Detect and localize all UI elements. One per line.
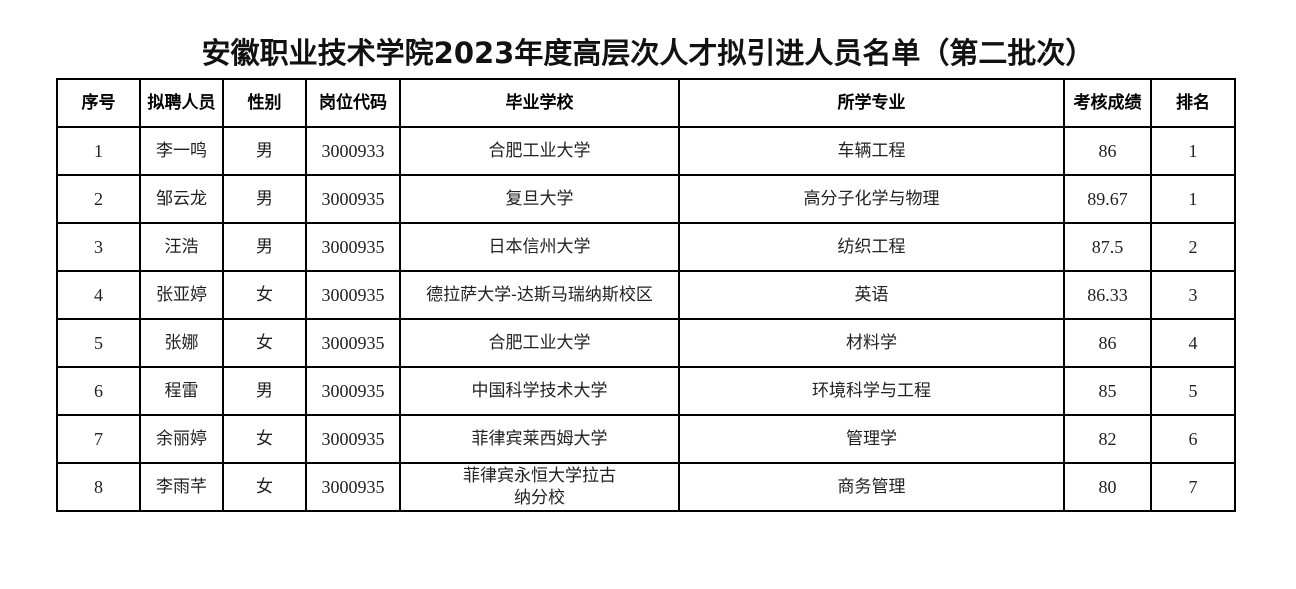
cell-school: 菲律宾莱西姆大学: [399, 414, 680, 464]
cell-major: 管理学: [678, 414, 1065, 464]
cell-index: 7: [56, 414, 141, 464]
cell-score: 87.5: [1063, 222, 1152, 272]
cell-rank: 3: [1150, 270, 1236, 320]
cell-name: 李雨芊: [139, 462, 224, 512]
cell-name: 张亚婷: [139, 270, 224, 320]
header-rank: 排名: [1150, 78, 1236, 128]
cell-index: 2: [56, 174, 141, 224]
cell-post-code: 3000935: [305, 318, 401, 368]
cell-gender: 女: [222, 462, 307, 512]
cell-rank: 1: [1150, 126, 1236, 176]
cell-major: 材料学: [678, 318, 1065, 368]
table-row: 1 李一鸣男 3000933 合肥工业大学 车辆工程 86 1: [56, 126, 1236, 176]
table-row: 3 汪浩男 3000935 日本信州大学 纺织工程 87.5 2: [56, 222, 1236, 272]
cell-index: 3: [56, 222, 141, 272]
cell-school: 德拉萨大学-达斯马瑞纳斯校区: [399, 270, 680, 320]
cell-name: 张娜: [139, 318, 224, 368]
cell-major: 环境科学与工程: [678, 366, 1065, 416]
cell-index: 4: [56, 270, 141, 320]
cell-post-code: 3000933: [305, 126, 401, 176]
cell-name: 余丽婷: [139, 414, 224, 464]
cell-rank: 7: [1150, 462, 1236, 512]
cell-index: 6: [56, 366, 141, 416]
header-score: 考核成绩: [1063, 78, 1152, 128]
cell-rank: 1: [1150, 174, 1236, 224]
cell-score: 89.67: [1063, 174, 1152, 224]
cell-score: 80: [1063, 462, 1152, 512]
cell-major: 车辆工程: [678, 126, 1065, 176]
cell-school: 合肥工业大学: [399, 126, 680, 176]
cell-major: 高分子化学与物理: [678, 174, 1065, 224]
cell-gender: 女: [222, 414, 307, 464]
cell-gender: 男: [222, 222, 307, 272]
cell-score: 86: [1063, 318, 1152, 368]
cell-rank: 4: [1150, 318, 1236, 368]
cell-school: 中国科学技术大学: [399, 366, 680, 416]
cell-gender: 男: [222, 366, 307, 416]
cell-gender: 女: [222, 318, 307, 368]
cell-school: 菲律宾永恒大学拉古纳分校: [399, 462, 680, 512]
document-title: 安徽职业技术学院2023年度高层次人才拟引进人员名单（第二批次）: [201, 36, 1095, 70]
cell-gender: 男: [222, 174, 307, 224]
cell-name: 汪浩: [139, 222, 224, 272]
table-row: 5 张娜女 3000935 合肥工业大学 材料学 86 4: [56, 318, 1236, 368]
cell-name: 邹云龙: [139, 174, 224, 224]
cell-index: 1: [56, 126, 141, 176]
cell-post-code: 3000935: [305, 174, 401, 224]
cell-score: 86.33: [1063, 270, 1152, 320]
cell-school: 复旦大学: [399, 174, 680, 224]
table-header-row: 序号 拟聘人员 性别 岗位代码 毕业学校 所学专业 考核成绩 排名: [56, 78, 1236, 128]
cell-rank: 5: [1150, 366, 1236, 416]
cell-gender: 男: [222, 126, 307, 176]
table-row: 7 余丽婷女 3000935 菲律宾莱西姆大学 管理学 82 6: [56, 414, 1236, 464]
cell-name: 李一鸣: [139, 126, 224, 176]
cell-score: 86: [1063, 126, 1152, 176]
table-row: 2 邹云龙男 3000935 复旦大学 高分子化学与物理 89.67 1: [56, 174, 1236, 224]
cell-score: 82: [1063, 414, 1152, 464]
cell-name: 程雷: [139, 366, 224, 416]
header-post-code: 岗位代码: [305, 78, 401, 128]
header-gender: 性别: [222, 78, 307, 128]
header-name: 拟聘人员: [139, 78, 224, 128]
cell-post-code: 3000935: [305, 414, 401, 464]
table-row: 6 程雷男 3000935 中国科学技术大学 环境科学与工程 85 5: [56, 366, 1236, 416]
cell-rank: 6: [1150, 414, 1236, 464]
cell-rank: 2: [1150, 222, 1236, 272]
cell-index: 8: [56, 462, 141, 512]
cell-gender: 女: [222, 270, 307, 320]
header-major: 所学专业: [678, 78, 1065, 128]
cell-post-code: 3000935: [305, 366, 401, 416]
cell-school: 日本信州大学: [399, 222, 680, 272]
cell-major: 纺织工程: [678, 222, 1065, 272]
cell-post-code: 3000935: [305, 270, 401, 320]
cell-school: 合肥工业大学: [399, 318, 680, 368]
personnel-table: 序号 拟聘人员 性别 岗位代码 毕业学校 所学专业 考核成绩 排名 1 李一鸣男 3000933 合…: [56, 78, 1236, 512]
cell-score: 85: [1063, 366, 1152, 416]
cell-major: 商务管理: [678, 462, 1065, 512]
table-row: 4 张亚婷女 3000935 德拉萨大学-达斯马瑞纳斯校区 英语 86.33 3: [56, 270, 1236, 320]
table-row: 8 李雨芊女 3000935 菲律宾永恒大学拉古纳分校 商务管理 80 7: [56, 462, 1236, 512]
header-index: 序号: [56, 78, 141, 128]
cell-post-code: 3000935: [305, 222, 401, 272]
header-school: 毕业学校: [399, 78, 680, 128]
cell-index: 5: [56, 318, 141, 368]
cell-major: 英语: [678, 270, 1065, 320]
cell-post-code: 3000935: [305, 462, 401, 512]
